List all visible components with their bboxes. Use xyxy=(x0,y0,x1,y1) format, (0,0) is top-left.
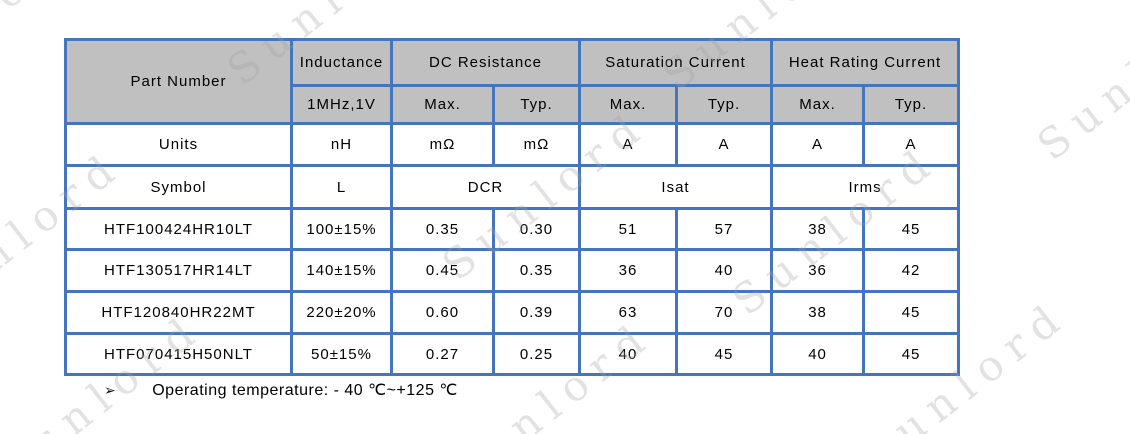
isat-max-cell: 51 xyxy=(578,207,679,251)
isat-typ-cell: 40 xyxy=(675,248,774,293)
header-heat-rating-current: Heat Rating Current xyxy=(770,38,961,87)
unit-isat-max: A xyxy=(578,122,679,167)
part-number-cell: HTF070415H50NLT xyxy=(64,332,293,376)
dcr-max-cell: 0.60 xyxy=(390,290,495,335)
isat-max-cell: 40 xyxy=(578,332,679,376)
irms-max-cell: 38 xyxy=(770,290,866,335)
isat-typ-cell: 70 xyxy=(675,290,774,335)
header-part-number: Part Number xyxy=(64,38,293,125)
irms-max-cell: 38 xyxy=(770,207,866,251)
note-text: Operating temperature: - 40 ℃~+125 ℃ xyxy=(152,382,458,399)
dcr-max-cell: 0.35 xyxy=(390,207,495,251)
inductance-cell: 50±15% xyxy=(290,332,393,376)
isat-max-cell: 36 xyxy=(578,248,679,293)
unit-dcr-max: mΩ xyxy=(390,122,495,167)
symbol-irms: Irms xyxy=(770,164,961,210)
irms-max-cell: 40 xyxy=(770,332,866,376)
watermark-text: Sunlord xyxy=(1028,0,1130,170)
isat-max-cell: 63 xyxy=(578,290,679,335)
irms-typ-cell: 45 xyxy=(862,332,961,376)
table-row: HTF120840HR22MT 220±20% 0.60 0.39 63 70 … xyxy=(64,290,961,335)
header-inductance: Inductance xyxy=(290,38,393,87)
inductance-cell: 140±15% xyxy=(290,248,393,293)
dcr-max-cell: 0.27 xyxy=(390,332,495,376)
dcr-typ-cell: 0.30 xyxy=(491,207,582,251)
dcr-typ-cell: 0.25 xyxy=(491,332,582,376)
isat-typ-cell: 45 xyxy=(675,332,774,376)
inductance-cell: 100±15% xyxy=(290,207,393,251)
symbol-isat: Isat xyxy=(578,164,774,210)
unit-isat-typ: A xyxy=(675,122,774,167)
units-label: Units xyxy=(64,122,293,167)
unit-irms-typ: A xyxy=(862,122,961,167)
header-saturation-current: Saturation Current xyxy=(578,38,774,87)
part-number-cell: HTF100424HR10LT xyxy=(64,207,293,251)
units-row: Units nH mΩ mΩ A A A A xyxy=(64,122,961,167)
part-number-cell: HTF120840HR22MT xyxy=(64,290,293,335)
symbol-label: Symbol xyxy=(64,164,293,210)
header-isat-max: Max. xyxy=(578,84,679,125)
operating-temperature-note: ➢ Operating temperature: - 40 ℃~+125 ℃ xyxy=(104,380,458,400)
part-number-cell: HTF130517HR14LT xyxy=(64,248,293,293)
header-irms-max: Max. xyxy=(770,84,866,125)
unit-dcr-typ: mΩ xyxy=(491,122,582,167)
header-row-subs: 1MHz,1V Max. Typ. Max. Typ. Max. Typ. xyxy=(66,84,961,125)
symbol-dcr: DCR xyxy=(389,164,582,210)
dcr-typ-cell: 0.35 xyxy=(491,248,582,293)
header-isat-typ: Typ. xyxy=(675,84,774,125)
isat-typ-cell: 57 xyxy=(675,207,774,251)
irms-typ-cell: 42 xyxy=(862,248,961,293)
symbol-row: Symbol L DCR Isat Irms xyxy=(64,164,961,210)
irms-max-cell: 36 xyxy=(770,248,866,293)
inductance-cell: 220±20% xyxy=(290,290,393,335)
unit-inductance: nH xyxy=(290,122,393,167)
header-test-condition: 1MHz,1V xyxy=(290,84,393,125)
header-dc-resistance: DC Resistance xyxy=(389,38,582,87)
header-irms-typ: Typ. xyxy=(862,84,961,125)
dcr-max-cell: 0.45 xyxy=(390,248,495,293)
table-row: HTF130517HR14LT 140±15% 0.45 0.35 36 40 … xyxy=(64,248,961,293)
irms-typ-cell: 45 xyxy=(862,207,961,251)
spec-table: Part Number Inductance DC Resistance Sat… xyxy=(64,38,961,376)
table-row: HTF070415H50NLT 50±15% 0.27 0.25 40 45 4… xyxy=(64,332,961,376)
dcr-typ-cell: 0.39 xyxy=(491,290,582,335)
arrow-bullet-icon: ➢ xyxy=(104,382,117,398)
table-row: HTF100424HR10LT 100±15% 0.35 0.30 51 57 … xyxy=(64,207,961,251)
symbol-l: L xyxy=(290,164,393,210)
header-dcr-typ: Typ. xyxy=(491,84,582,125)
header-row-groups: Part Number Inductance DC Resistance Sat… xyxy=(64,38,961,125)
header-dcr-max: Max. xyxy=(390,84,495,125)
spec-table-container: Part Number Inductance DC Resistance Sat… xyxy=(64,38,961,376)
unit-irms-max: A xyxy=(770,122,866,167)
irms-typ-cell: 45 xyxy=(862,290,961,335)
